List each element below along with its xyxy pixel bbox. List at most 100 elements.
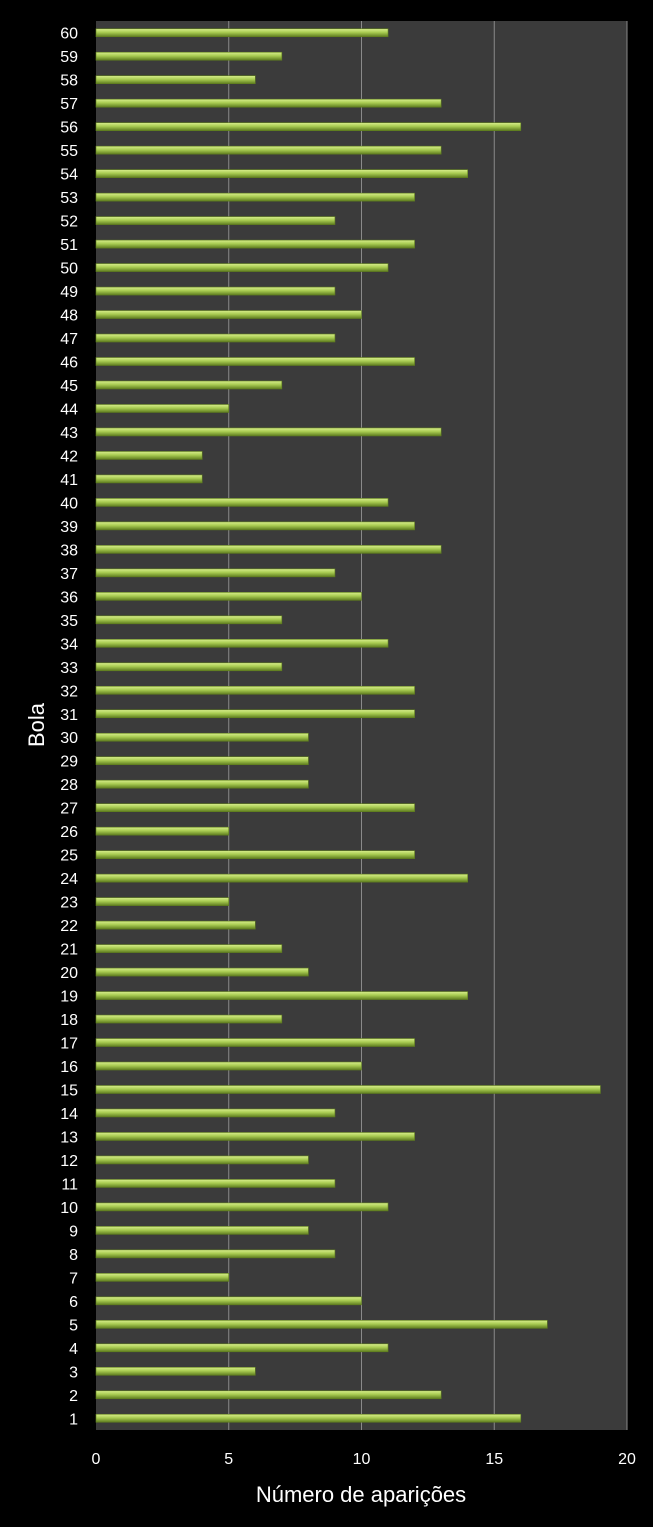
y-tick-label-57: 57 xyxy=(60,96,78,113)
y-tick-label-6: 6 xyxy=(69,1294,78,1311)
bar-18 xyxy=(95,1014,283,1024)
y-tick-label-22: 22 xyxy=(60,918,78,935)
y-tick-label-32: 32 xyxy=(60,683,78,700)
gridlines xyxy=(228,21,628,1430)
x-tick-labels: 0 5 10 15 20 xyxy=(92,1451,636,1468)
y-tick-label-15: 15 xyxy=(60,1082,78,1099)
bar-39 xyxy=(95,521,415,531)
y-tick-label-37: 37 xyxy=(60,566,78,583)
bar-58 xyxy=(95,75,256,85)
y-tick-label-27: 27 xyxy=(60,801,78,818)
bar-44 xyxy=(95,404,230,413)
bar-59 xyxy=(95,51,283,61)
y-tick-label-17: 17 xyxy=(60,1036,78,1053)
x-tick-label-0: 0 xyxy=(92,1451,101,1468)
y-tick-label-41: 41 xyxy=(60,472,78,489)
y-tick-label-59: 59 xyxy=(60,49,78,66)
bar-36 xyxy=(95,592,362,601)
y-tick-label-21: 21 xyxy=(60,942,78,959)
y-tick-label-42: 42 xyxy=(60,448,78,465)
bar-21 xyxy=(95,944,283,953)
bar-57 xyxy=(95,98,442,108)
y-tick-label-60: 60 xyxy=(60,26,78,43)
bar-38 xyxy=(95,545,442,554)
y-tick-label-3: 3 xyxy=(69,1364,78,1381)
y-tick-label-2: 2 xyxy=(69,1388,78,1405)
bar-16 xyxy=(95,1061,362,1071)
bar-14 xyxy=(95,1108,336,1118)
y-tick-label-53: 53 xyxy=(60,190,78,207)
y-tick-label-28: 28 xyxy=(60,777,78,794)
bar-10 xyxy=(95,1202,389,1212)
bar-47 xyxy=(95,333,336,343)
y-tick-label-58: 58 xyxy=(60,73,78,90)
bar-27 xyxy=(95,803,415,812)
bar-20 xyxy=(95,967,309,977)
x-tick-label-10: 10 xyxy=(353,1451,371,1468)
y-tick-label-29: 29 xyxy=(60,754,78,771)
bar-2 xyxy=(95,1390,442,1400)
y-tick-label-1: 1 xyxy=(69,1411,78,1428)
bar-41 xyxy=(95,474,203,484)
y-tick-label-14: 14 xyxy=(60,1106,78,1123)
x-tick-label-15: 15 xyxy=(485,1451,503,1468)
y-tick-label-11: 11 xyxy=(61,1176,78,1193)
bar-31 xyxy=(95,709,415,719)
bar-3 xyxy=(95,1366,256,1376)
y-tick-label-10: 10 xyxy=(60,1200,78,1217)
bar-35 xyxy=(95,615,283,625)
y-tick-label-34: 34 xyxy=(60,636,78,653)
bar-26 xyxy=(95,826,230,836)
bars xyxy=(95,28,601,1423)
y-tick-label-13: 13 xyxy=(60,1129,78,1146)
y-tick-label-12: 12 xyxy=(60,1153,78,1170)
bar-15 xyxy=(95,1085,601,1094)
y-axis-title: Bola xyxy=(24,702,49,747)
x-tick-label-5: 5 xyxy=(224,1451,233,1468)
y-tick-label-8: 8 xyxy=(69,1247,78,1264)
bar-33 xyxy=(95,662,283,672)
y-tick-label-16: 16 xyxy=(60,1059,78,1076)
y-tick-label-23: 23 xyxy=(60,895,78,912)
y-tick-label-4: 4 xyxy=(69,1341,78,1358)
bar-54 xyxy=(95,169,469,178)
y-tick-label-55: 55 xyxy=(60,143,78,160)
y-tick-label-38: 38 xyxy=(60,542,78,559)
y-tick-label-40: 40 xyxy=(60,495,78,512)
y-tick-label-51: 51 xyxy=(60,237,78,254)
bar-12 xyxy=(95,1155,309,1165)
bar-6 xyxy=(95,1296,362,1306)
y-tick-label-30: 30 xyxy=(60,730,78,747)
bar-8 xyxy=(95,1249,336,1259)
y-tick-label-44: 44 xyxy=(60,401,78,418)
bar-50 xyxy=(95,263,389,272)
bar-60 xyxy=(95,28,389,38)
y-tick-label-9: 9 xyxy=(69,1223,78,1240)
y-tick-label-39: 39 xyxy=(60,519,78,536)
y-tick-label-5: 5 xyxy=(69,1317,78,1334)
bar-37 xyxy=(95,568,336,578)
bar-9 xyxy=(95,1226,309,1235)
bar-53 xyxy=(95,192,415,202)
y-tick-label-19: 19 xyxy=(60,989,78,1006)
bar-30 xyxy=(95,732,309,742)
bar-17 xyxy=(95,1038,415,1047)
bar-24 xyxy=(95,873,469,883)
y-tick-label-46: 46 xyxy=(60,355,78,372)
y-tick-label-18: 18 xyxy=(60,1012,78,1029)
x-axis-title: Número de aparições xyxy=(256,1482,466,1507)
bar-13 xyxy=(95,1132,415,1141)
bar-42 xyxy=(95,451,203,460)
bar-56 xyxy=(95,122,522,131)
bar-48 xyxy=(95,310,362,319)
y-tick-label-33: 33 xyxy=(60,660,78,677)
y-tick-label-52: 52 xyxy=(60,214,78,231)
bar-32 xyxy=(95,685,415,695)
y-tick-labels: 1234567891011121314151617181920212223242… xyxy=(60,26,78,1429)
y-tick-label-43: 43 xyxy=(60,425,78,442)
y-tick-label-31: 31 xyxy=(60,707,78,724)
bar-45 xyxy=(95,380,283,390)
y-tick-label-26: 26 xyxy=(60,824,78,841)
bar-5 xyxy=(95,1320,548,1329)
